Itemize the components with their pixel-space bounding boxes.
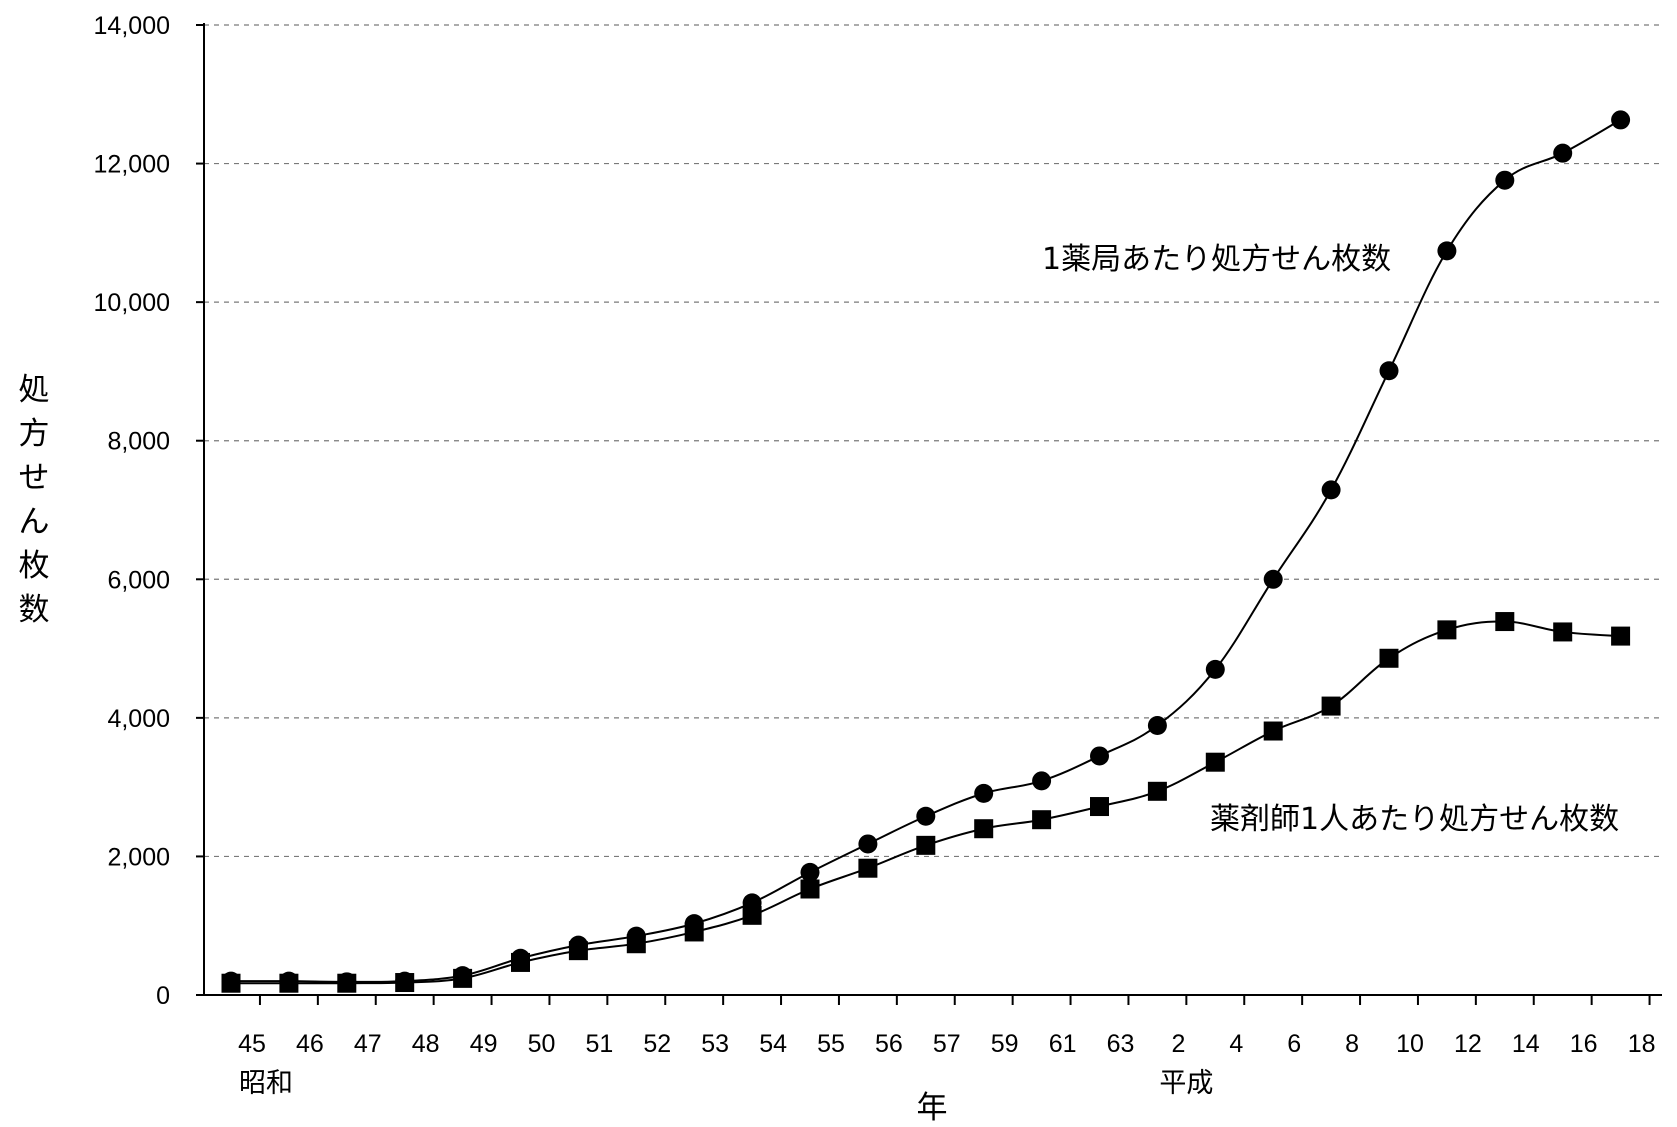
x-tick-label: 48 [412,1030,440,1058]
y-tick-label: 8,000 [107,428,170,456]
y-tick-label: 14,000 [94,12,170,40]
series-label-per-pharmacist: 薬剤師1人あたり処方せん枚数 [1210,802,1619,837]
data-point-circle [1205,659,1225,679]
x-axis-title: 年 [917,1090,948,1126]
data-point-circle [1553,143,1573,163]
data-point-square [626,934,646,954]
series-label-per-pharmacy: 1薬局あたり処方せん枚数 [1042,242,1391,277]
data-point-circle [1090,746,1109,766]
x-tick-label: 6 [1287,1030,1301,1058]
x-tick-label: 46 [296,1030,324,1058]
era-label-showa: 昭和 [239,1068,293,1099]
data-point-square [279,973,299,993]
y-axis-title-char: ん [19,504,50,540]
data-point-circle [800,862,820,882]
x-tick-label: 8 [1345,1030,1359,1058]
x-tick-label: 4 [1229,1030,1243,1058]
axes [203,23,1662,996]
y-tick-label: 0 [156,982,170,1010]
data-point-square [395,973,415,993]
x-tick-label: 45 [238,1030,266,1058]
grid-lines [204,24,1662,858]
data-point-square [453,968,473,988]
data-point-circle [1379,361,1399,381]
data-point-square [858,858,878,878]
x-tick-label: 59 [991,1030,1019,1058]
data-point-square [684,922,704,942]
data-point-square [511,952,530,972]
x-tick-label: 63 [1107,1030,1135,1058]
series-layer [221,110,1631,993]
data-point-square [1205,752,1225,772]
y-tick-label: 10,000 [94,289,170,317]
era-label-heisei: 平成 [1159,1068,1213,1099]
data-point-circle [1263,569,1283,589]
data-point-square [974,819,994,839]
data-point-circle [1321,480,1341,500]
x-tick-label: 2 [1171,1030,1185,1058]
data-point-circle [1147,715,1167,735]
x-tick-label: 56 [875,1030,903,1058]
x-tick-label: 18 [1628,1030,1656,1058]
x-tick-label: 57 [933,1030,961,1058]
data-point-circle [1437,241,1457,261]
x-tick-label: 14 [1512,1030,1540,1058]
y-axis-title-char: 枚 [19,548,50,584]
data-point-square [1263,721,1283,741]
data-point-square [1090,797,1109,817]
data-point-square [221,973,241,993]
data-point-square [1147,781,1167,801]
x-tick-label: 61 [1049,1030,1077,1058]
data-point-square [800,879,820,899]
data-point-square [742,905,762,925]
data-point-circle [1495,170,1515,190]
x-tick-label: 55 [817,1030,845,1058]
data-point-square [568,941,588,961]
y-tick-label: 4,000 [107,705,170,733]
y-tick-label: 12,000 [94,151,170,179]
data-point-square [1495,612,1515,632]
x-tick-label: 51 [585,1030,613,1058]
data-point-circle [974,783,994,803]
y-tick-label: 2,000 [107,843,170,871]
x-axis-ticks: 45 46 47 48 49 50 51 52 53 54 55 56 57 59 61 63 2 4 6 8 10 12… [238,995,1656,1058]
x-tick-label: 49 [470,1030,498,1058]
data-point-square [1032,810,1052,830]
x-tick-label: 16 [1570,1030,1598,1058]
data-point-square [1321,696,1341,716]
data-point-square [1553,622,1573,642]
data-point-circle [1032,771,1052,791]
data-point-square [337,973,357,993]
x-tick-label: 50 [528,1030,556,1058]
data-point-square [1379,648,1399,668]
y-axis-title: 処方せん枚数 [19,372,50,628]
x-tick-label: 12 [1454,1030,1482,1058]
y-axis-ticks: 0 2,000 4,000 6,000 8,000 10,000 12,000 14,000 [94,12,204,1010]
data-point-square [1611,626,1631,646]
data-point-circle [1611,110,1631,130]
y-axis-title-char: 数 [19,592,50,628]
x-tick-label: 52 [643,1030,671,1058]
y-tick-label: 6,000 [107,566,170,594]
data-point-square [1437,620,1457,640]
x-tick-label: 10 [1396,1030,1424,1058]
data-point-circle [916,806,936,826]
y-axis-title-char: 処 [19,372,50,408]
y-axis-title-char: せ [19,460,50,496]
data-point-square [916,835,936,855]
x-tick-label: 47 [354,1030,382,1058]
y-axis-title-char: 方 [19,416,50,452]
data-point-circle [858,834,878,854]
x-tick-label: 54 [759,1030,787,1058]
x-tick-label: 53 [701,1030,729,1058]
